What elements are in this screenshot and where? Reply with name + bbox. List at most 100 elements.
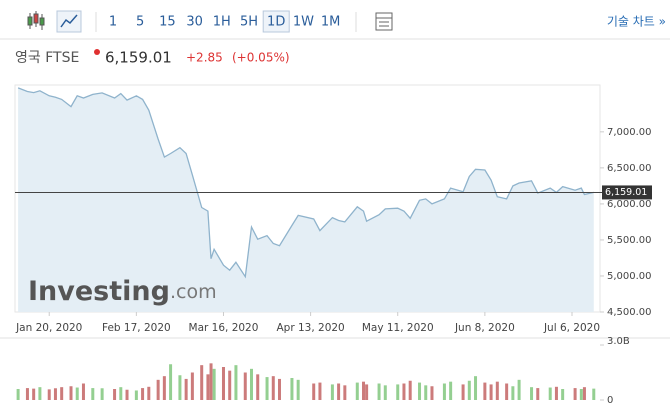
y-tick-label: 4,500.00 [607,307,652,318]
volume-bar [573,388,577,400]
volume-bar [162,376,166,400]
volume-bar [271,376,275,400]
volume-bar [474,376,478,400]
interval-button[interactable]: 5H [240,15,258,30]
volume-bar [60,387,64,400]
watermark: Investing.com [28,276,217,307]
interval-button[interactable]: 5 [136,15,144,30]
volume-bar [449,381,453,400]
volume-bar [228,370,232,400]
volume-bar [277,378,281,400]
volume-bar [169,364,173,400]
volume-bar [38,387,42,400]
volume-bar [362,381,366,400]
y-tick-label: 7,000.00 [607,127,652,138]
change: +2.85 [186,51,223,65]
volume-bar [495,381,499,400]
volume-bar [178,375,182,400]
volume-bar [483,382,487,400]
volume-bar [511,386,515,400]
watermark-brand: Investing [28,276,170,307]
x-tick-label: May 11, 2020 [362,322,434,334]
volume-bar [32,388,36,400]
price-area [18,87,594,313]
interval-button[interactable]: 1W [293,15,314,30]
volume-bar [81,383,85,400]
volume-bar [343,385,347,400]
volume-bar [100,388,104,400]
volume-bar [548,387,552,400]
volume-bar [408,380,412,400]
volume-bar [489,384,493,400]
y-tick-label: 3.0B [607,336,630,347]
volume-bar [337,383,341,400]
calendar-icon[interactable] [375,12,393,31]
y-tick-label: 6,000.00 [607,199,652,210]
active-interval-box [262,10,290,33]
interval-button[interactable]: 1 [109,15,117,30]
volume-bar [134,390,138,400]
volume-bar [16,389,20,400]
volume-bar [430,386,434,400]
volume-bar [377,383,381,400]
volume-bar [221,367,225,400]
volume-bar [256,374,260,400]
volume-bar [113,389,117,400]
volume-bar [517,379,521,400]
interval-button[interactable]: 30 [186,15,203,30]
y-tick-label: 5,500.00 [607,235,652,246]
volume-bar [592,388,596,400]
volume-bar [505,383,509,400]
volume-bar [200,365,204,400]
x-tick-label: Mar 16, 2020 [189,322,259,334]
volume-bar [91,388,95,400]
volume-bar [296,379,300,400]
volume-bar [467,380,471,400]
volume-bar [396,384,400,400]
volume-bar [53,388,57,400]
volume-bar [119,387,123,400]
x-tick-label: Jun 8, 2020 [454,322,515,334]
y-tick-label: 0 [607,395,613,406]
volume-bar [536,388,540,400]
candle-icon[interactable] [27,11,45,30]
last-price-label: 6,159.01 [605,187,647,198]
volume-bar [383,385,387,400]
x-tick-label: Jul 6, 2020 [543,322,600,334]
last-price-box [602,185,652,200]
volume-bar [579,389,583,400]
y-tick-label: 5,000.00 [607,271,652,282]
volume-bar [355,382,359,400]
interval-button[interactable]: 15 [159,15,176,30]
volume-bar [312,383,316,400]
volume-bar [530,387,534,400]
interval-button[interactable]: 1M [321,15,341,30]
interval-button[interactable]: 1D [267,15,285,30]
line-icon[interactable] [56,10,82,33]
volume-bar [249,368,253,400]
volume-bar [147,386,151,400]
volume-bar [561,389,565,400]
live-dot [94,49,100,55]
x-tick-label: Apr 13, 2020 [276,322,344,334]
volume-bar [212,368,216,400]
volume-bar [365,384,369,400]
volume-bar [582,387,586,400]
volume-bar [156,379,160,400]
tech-chart-link[interactable]: 기술 차트 » [607,15,666,29]
interval-button[interactable]: 1H [213,15,231,30]
y-tick-label: 6,500.00 [607,163,652,174]
volume-bar [47,389,51,400]
volume-bar [141,388,145,400]
volume-bar [234,365,238,400]
volume-bar [461,384,465,400]
volume-bar [243,372,247,400]
instrument-name: 영국 FTSE [15,50,79,66]
volume-bar [554,386,558,400]
volume-bar [330,384,334,400]
volume-bar [318,382,322,400]
volume-bar [209,363,213,400]
volume-bar [442,383,446,400]
volume-bar [69,386,73,400]
